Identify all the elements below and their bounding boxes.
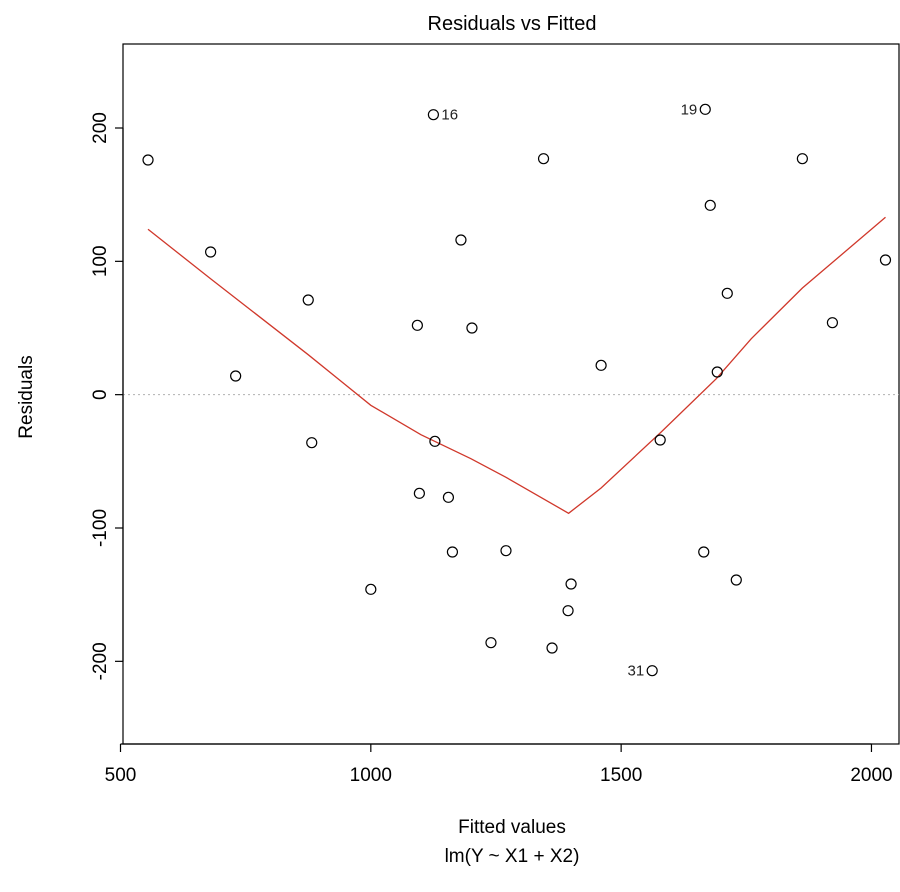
y-tick-label: -100	[90, 509, 111, 547]
smooth-trend-line	[147, 216, 886, 515]
data-point	[711, 366, 723, 378]
data-point	[537, 153, 550, 165]
data-point	[142, 154, 154, 166]
data-point	[698, 546, 710, 558]
data-point	[446, 546, 459, 558]
chart-subtitle: lm(Y ~ X1 + X2)	[445, 846, 580, 867]
x-tick-label: 1500	[600, 765, 642, 786]
data-point	[466, 322, 478, 334]
data-point	[455, 234, 467, 246]
data-points-layer: 16 31 19	[142, 101, 892, 680]
data-point	[646, 665, 658, 677]
smooth-line-layer	[147, 216, 886, 515]
y-tick-label: -200	[90, 642, 111, 680]
data-point	[413, 487, 425, 499]
x-tick-label: 2000	[850, 765, 892, 786]
data-point	[595, 359, 607, 371]
y-axis: -200 -100 0 100 200	[90, 112, 124, 680]
plot-frame	[122, 43, 900, 745]
data-point	[562, 605, 574, 617]
data-point	[411, 319, 423, 331]
data-point	[565, 578, 577, 590]
chart-title: Residuals vs Fitted	[428, 13, 597, 35]
data-point	[721, 287, 733, 299]
data-point	[704, 199, 716, 211]
y-tick-label: 100	[90, 245, 111, 277]
point-label: 31	[627, 663, 644, 680]
data-point	[699, 103, 711, 115]
data-point	[796, 153, 808, 165]
data-point	[500, 545, 512, 557]
data-point	[230, 370, 242, 382]
data-point	[365, 583, 377, 595]
data-point	[654, 434, 666, 446]
data-point	[442, 491, 455, 503]
y-tick-label: 200	[90, 112, 111, 144]
x-tick-label: 500	[105, 765, 137, 786]
data-point	[730, 574, 742, 586]
data-point	[485, 637, 497, 649]
point-label: 16	[441, 107, 458, 124]
x-axis: 500 1000 1500 2000	[105, 743, 893, 786]
data-point	[302, 294, 314, 306]
data-point	[427, 109, 439, 121]
data-point	[429, 435, 441, 447]
point-label: 19	[681, 101, 698, 118]
y-tick-label: 0	[90, 389, 111, 400]
data-point	[879, 254, 892, 266]
x-axis-label: Fitted values	[458, 817, 566, 838]
x-tick-label: 1000	[350, 765, 392, 786]
data-point	[205, 246, 217, 258]
data-point	[546, 642, 558, 654]
data-point	[306, 437, 318, 449]
data-point	[826, 317, 839, 329]
y-axis-label: Residuals	[16, 355, 37, 438]
